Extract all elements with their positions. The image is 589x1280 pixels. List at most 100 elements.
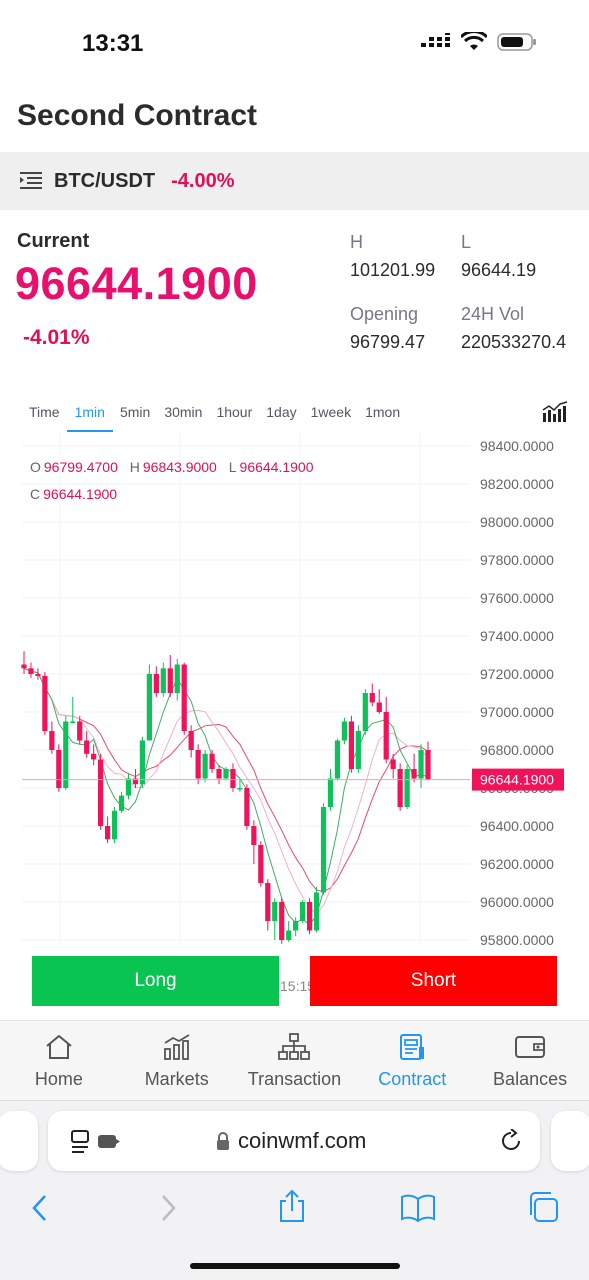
ohlc-o-value: 96799.4700 — [43, 459, 118, 475]
tabs-icon[interactable] — [527, 1191, 559, 1223]
nav-transaction-label: Transaction — [247, 1069, 342, 1089]
candle-body — [230, 769, 236, 788]
candle-body — [251, 826, 257, 845]
candle-body — [181, 664, 187, 731]
candle-body — [348, 721, 354, 769]
bookmarks-icon[interactable] — [400, 1193, 436, 1223]
candle-body — [209, 753, 215, 769]
candle-body — [300, 902, 306, 921]
candle-body — [70, 721, 76, 723]
reader-mode-icon[interactable] — [70, 1129, 122, 1155]
ohlc-l-value: 96644.1900 — [239, 459, 314, 475]
pair-selector[interactable]: BTC/USDT -4.00% — [0, 152, 589, 210]
candle-body — [279, 902, 285, 940]
y-tick-label: 95800.0000 — [480, 932, 554, 948]
tab-1hour[interactable]: 1hour — [216, 404, 253, 420]
current-change: -4.01% — [23, 326, 90, 349]
candle-body — [341, 721, 348, 741]
nav-home-label: Home — [34, 1069, 83, 1089]
candle-body — [63, 721, 69, 788]
reload-icon[interactable] — [499, 1129, 523, 1153]
time-axis-label: 15:15 — [280, 978, 316, 994]
lock-icon — [217, 1132, 229, 1150]
next-tab-peek[interactable] — [551, 1111, 589, 1171]
battery-icon — [497, 33, 536, 51]
back-icon[interactable] — [30, 1193, 50, 1223]
ohlc-c-value: 96644.1900 — [43, 486, 118, 502]
cellular-signal-icon — [421, 33, 450, 47]
candle-body — [167, 668, 173, 693]
candle-body — [188, 731, 194, 750]
candle-body — [223, 769, 229, 779]
share-icon[interactable] — [277, 1189, 307, 1223]
page-title: Second Contract — [17, 99, 258, 132]
nav-balances-label: Balances — [493, 1069, 568, 1089]
nav-home[interactable]: Home — [0, 1021, 118, 1100]
tab-time[interactable]: Time — [29, 404, 60, 420]
chart-type-icon[interactable] — [542, 401, 568, 423]
candle-body — [237, 788, 243, 790]
candle-body — [77, 721, 83, 741]
candle-body — [327, 778, 334, 807]
ohlc-l-label: L — [228, 459, 237, 475]
address-bar[interactable]: coinwmf.com — [48, 1111, 540, 1171]
candle-body — [397, 769, 403, 807]
ohlc-c-label: C — [30, 486, 41, 502]
candle-body — [146, 674, 152, 741]
tab-1mon[interactable]: 1mon — [365, 404, 401, 420]
ohlc-o-label: O — [30, 459, 41, 475]
candle-body — [104, 826, 111, 840]
candle-body — [404, 769, 410, 807]
candle-body — [244, 788, 250, 826]
candlestick-chart[interactable]: 98400.0000 98200.0000 98000.0000 97800.0000… — [0, 432, 589, 952]
forward-icon[interactable] — [158, 1193, 178, 1223]
y-tick-label: 98000.0000 — [480, 514, 554, 530]
browser-tools — [0, 1185, 589, 1235]
list-menu-icon[interactable] — [20, 171, 42, 191]
candle-body — [383, 712, 389, 760]
candle-body — [160, 668, 166, 693]
y-tick-label: 96800.0000 — [480, 742, 554, 758]
url-text: coinwmf.com — [238, 1128, 367, 1153]
vol-value: 220533270.4 — [461, 332, 567, 352]
candle-body — [118, 795, 125, 811]
candle-body — [84, 740, 90, 754]
candle-body — [111, 810, 118, 840]
current-price: 96644.1900 — [15, 258, 258, 309]
tab-1day[interactable]: 1day — [266, 404, 297, 420]
y-tick-label: 97000.0000 — [480, 704, 554, 720]
long-button[interactable]: Long — [32, 956, 279, 1006]
candle-body — [286, 930, 292, 940]
price-chart[interactable]: 98400.0000 98200.0000 98000.0000 97800.0000… — [0, 432, 589, 952]
current-price-tag-label: 96644.1900 — [480, 772, 554, 788]
ohlc-row-1: O 96799.4700 H 96843.9000 L 96644.1900 — [30, 459, 322, 475]
home-indicator — [190, 1263, 400, 1269]
open-value: 96799.47 — [350, 332, 426, 352]
tab-30min[interactable]: 30min — [164, 404, 203, 420]
nav-contract[interactable]: Contract — [353, 1021, 471, 1100]
tab-1week[interactable]: 1week — [310, 404, 352, 420]
prev-tab-peek[interactable] — [0, 1111, 38, 1171]
nav-markets[interactable]: Markets — [118, 1021, 236, 1100]
y-tick-label: 97800.0000 — [480, 552, 554, 568]
current-label: Current — [17, 230, 90, 252]
candle-body — [306, 902, 313, 931]
candle-body — [202, 753, 208, 779]
candle-body — [425, 750, 431, 780]
ohlc-row-2: C 96644.1900 — [30, 486, 125, 502]
nav-balances[interactable]: Balances — [471, 1021, 589, 1100]
contract-icon — [400, 1034, 425, 1060]
transaction-icon — [278, 1033, 311, 1060]
status-icons — [421, 32, 537, 52]
browser-toolbar: coinwmf.com — [0, 1100, 589, 1280]
candle-body — [174, 664, 180, 693]
ma-line-pink — [23, 667, 429, 915]
short-button[interactable]: Short — [310, 956, 557, 1006]
candle-body — [418, 750, 424, 779]
tab-5min[interactable]: 5min — [119, 404, 151, 420]
candle-body — [265, 883, 271, 921]
nav-transaction[interactable]: Transaction — [236, 1021, 354, 1100]
candle-body — [272, 902, 278, 921]
candle-body — [35, 674, 41, 676]
tab-1min[interactable]: 1min — [66, 398, 113, 432]
